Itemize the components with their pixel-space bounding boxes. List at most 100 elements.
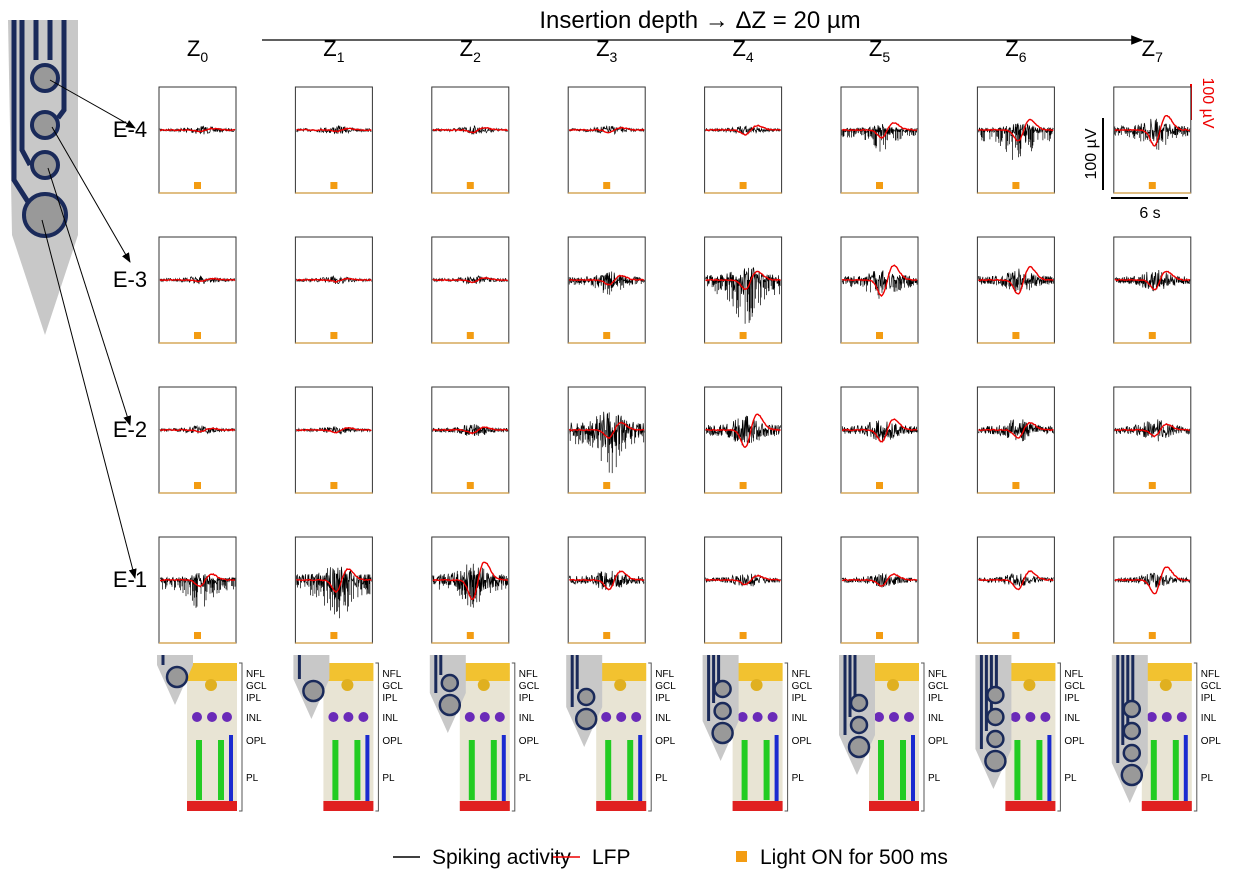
- light-marker: [467, 182, 474, 189]
- probe-electrode: [851, 695, 867, 711]
- layer-label: NFL: [792, 669, 811, 680]
- retina-illustration: NFLGCLIPLINLOPLPL: [703, 655, 813, 811]
- light-marker: [876, 632, 883, 639]
- probe-electrode: [1124, 701, 1140, 717]
- light-marker: [330, 482, 337, 489]
- trace-panel: [705, 537, 782, 643]
- trace-panel: [1114, 537, 1191, 643]
- column-index: 7: [1155, 49, 1163, 65]
- inl-cell: [328, 712, 338, 722]
- inl-cell: [192, 712, 202, 722]
- probe-electrode: [1124, 745, 1140, 761]
- layer-label: IPL: [1201, 693, 1216, 704]
- row-label: E-1: [113, 567, 147, 592]
- legend-light: Light ON for 500 ms: [760, 846, 948, 869]
- column-label: Z7: [1142, 36, 1163, 65]
- layer-label: INL: [1064, 713, 1080, 724]
- trace-panel: [841, 237, 918, 343]
- light-marker: [740, 182, 747, 189]
- rpe-band: [323, 801, 373, 811]
- inl-cell: [1147, 712, 1157, 722]
- light-marker: [467, 482, 474, 489]
- nfl-band: [1142, 663, 1192, 681]
- layer-label: NFL: [928, 669, 947, 680]
- trace-panel: [705, 387, 782, 493]
- inl-cell: [1040, 712, 1050, 722]
- layer-label: PL: [382, 773, 395, 784]
- row-label: E-4: [113, 117, 147, 142]
- layer-label: PL: [1201, 773, 1214, 784]
- layer-bracket: [1194, 663, 1197, 811]
- light-marker: [330, 632, 337, 639]
- nfl-band: [323, 663, 373, 681]
- column-letter: Z: [187, 36, 200, 61]
- trace-panel: [432, 87, 509, 193]
- layer-label: PL: [519, 773, 532, 784]
- row-label: E-2: [113, 417, 147, 442]
- nfl-band: [187, 663, 237, 681]
- trace-panel: [1114, 387, 1191, 493]
- layer-label: GCL: [655, 681, 676, 692]
- layer-label: INL: [792, 713, 808, 724]
- light-marker: [1149, 632, 1156, 639]
- light-marker: [1149, 182, 1156, 189]
- layer-bracket: [512, 663, 515, 811]
- layer-label: IPL: [655, 693, 670, 704]
- layer-label: GCL: [519, 681, 540, 692]
- trace-panel: [295, 87, 372, 193]
- legend-lfp: LFP: [592, 846, 631, 869]
- layer-bracket: [648, 663, 651, 811]
- gcl-cell: [1160, 679, 1172, 691]
- trace-panel: [568, 387, 645, 493]
- inl-cell: [358, 712, 368, 722]
- column-index: 6: [1019, 49, 1027, 65]
- layer-label: GCL: [1201, 681, 1222, 692]
- trace-panel: [159, 237, 236, 343]
- layer-label: INL: [519, 713, 535, 724]
- layer-label: INL: [655, 713, 671, 724]
- rpe-band: [460, 801, 510, 811]
- probe-electrode: [987, 687, 1003, 703]
- layer-bracket: [921, 663, 924, 811]
- gcl-cell: [205, 679, 217, 691]
- layer-label: IPL: [1064, 693, 1079, 704]
- layer-label: IPL: [928, 693, 943, 704]
- column-index: 2: [473, 49, 481, 65]
- layer-label: OPL: [519, 736, 539, 747]
- gcl-cell: [887, 679, 899, 691]
- light-marker: [603, 182, 610, 189]
- layer-label: NFL: [1201, 669, 1220, 680]
- inl-cell: [207, 712, 217, 722]
- trace-panel: [159, 387, 236, 493]
- probe-electrode: [440, 695, 460, 715]
- layer-label: GCL: [246, 681, 267, 692]
- trace-panel: [841, 87, 918, 193]
- probe-electrode: [303, 681, 323, 701]
- rpe-band: [1142, 801, 1192, 811]
- nfl-band: [460, 663, 510, 681]
- layer-label: PL: [246, 773, 259, 784]
- trace-panel: [432, 237, 509, 343]
- probe-electrode: [576, 709, 596, 729]
- column-index: 0: [200, 49, 208, 65]
- light-marker: [876, 482, 883, 489]
- page: {"title": "Insertion depth \u2192 \u0394…: [0, 0, 1233, 870]
- light-marker: [603, 632, 610, 639]
- light-marker: [1012, 632, 1019, 639]
- layer-label: PL: [928, 773, 941, 784]
- inl-cell: [1162, 712, 1172, 722]
- probe-electrode: [849, 737, 869, 757]
- column-index: 5: [882, 49, 890, 65]
- legend-spike: Spiking activity: [432, 846, 571, 869]
- layer-label: PL: [792, 773, 805, 784]
- probe-electrode: [715, 681, 731, 697]
- column-letter: Z: [1142, 36, 1155, 61]
- rpe-band: [869, 801, 919, 811]
- nfl-band: [596, 663, 646, 681]
- probe-electrode: [442, 675, 458, 691]
- layer-label: IPL: [519, 693, 534, 704]
- trace-panel: [841, 537, 918, 643]
- column-letter: Z: [1005, 36, 1018, 61]
- layer-label: OPL: [792, 736, 812, 747]
- retina-illustration: NFLGCLIPLINLOPLPL: [839, 655, 949, 811]
